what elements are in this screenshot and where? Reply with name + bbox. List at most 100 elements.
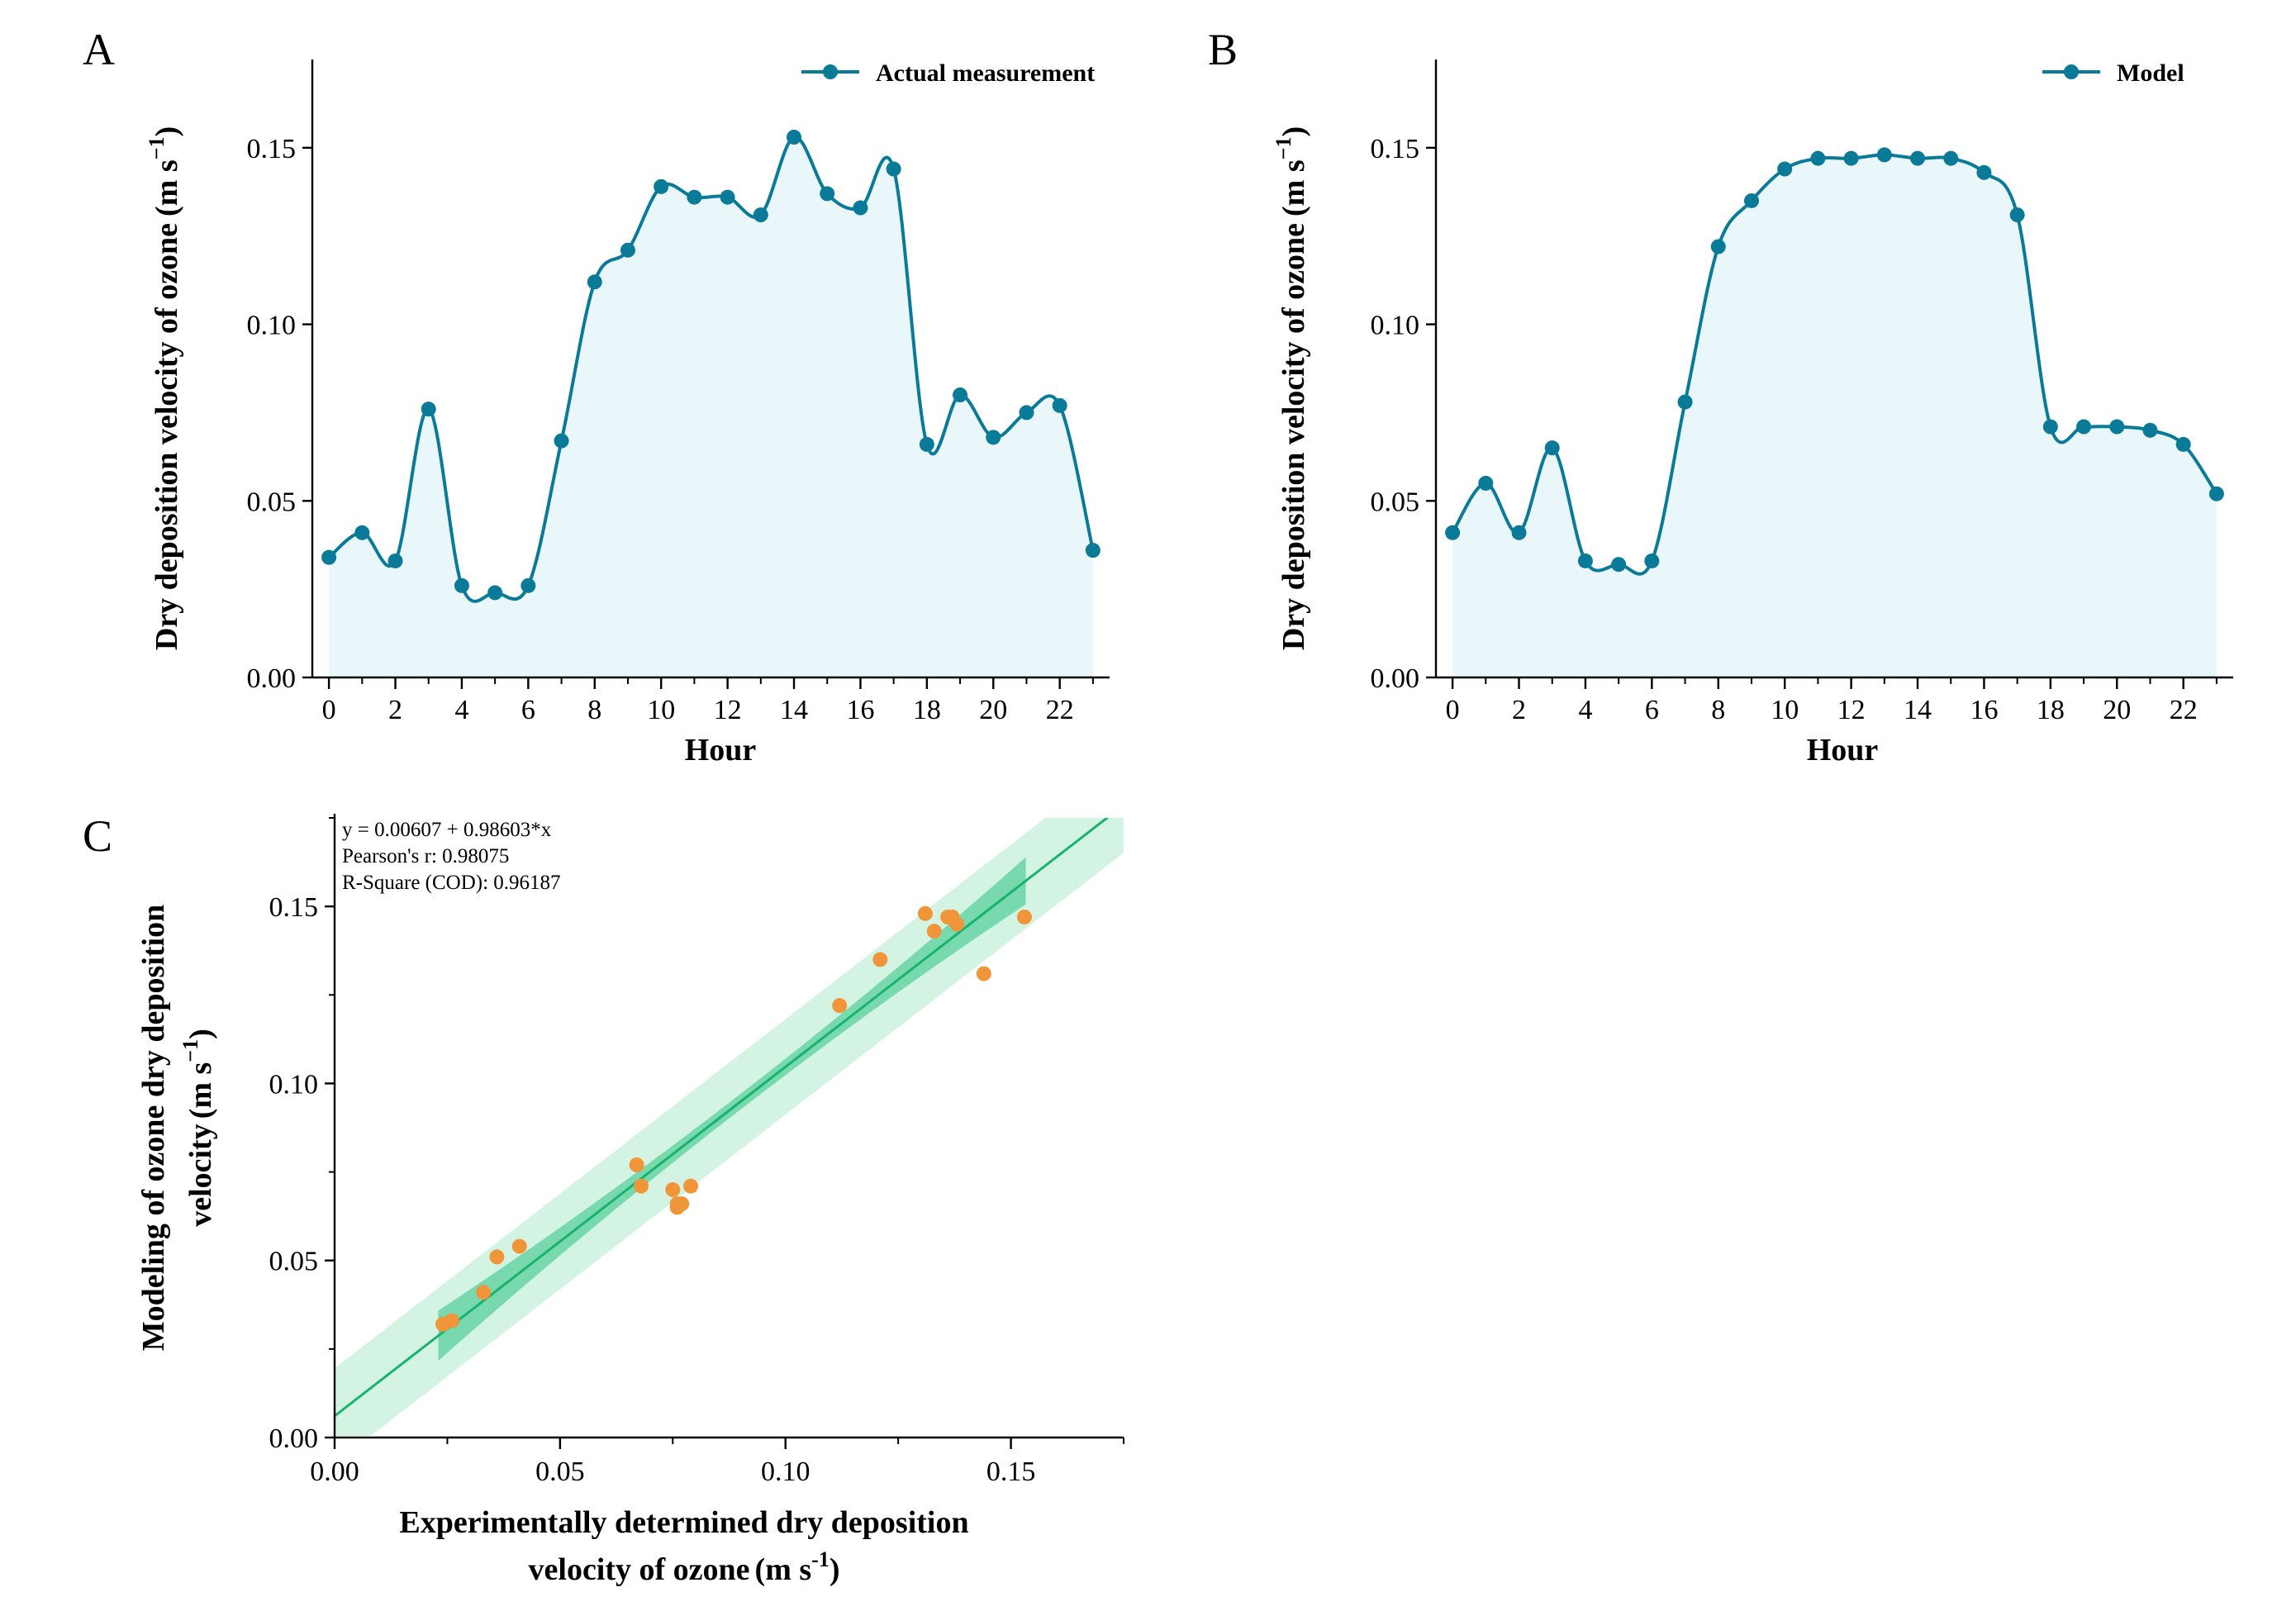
data-point [354,525,370,540]
x-tick-label: 8 [1711,695,1725,725]
panel-b-legend-marker [2064,64,2079,79]
panel-c-x-label-unit: (m s [755,1552,812,1587]
y-tick-label: 0.05 [247,487,297,517]
data-point [2208,486,2224,501]
panel-b-y-label-unit: (m s [1276,159,1311,216]
panel-c-x-ticks: 0.00 0.05 0.10 0.15 [310,1438,1124,1487]
panel-a-y-label: Dry deposition velocity of ozone (m s−1) [145,126,184,650]
x-tick-label: 8 [587,695,601,725]
y-tick-label: 0.15 [1371,134,1420,164]
x-tick-label: 2 [1512,695,1526,725]
panel-c-y-label-line1: Modeling of ozone dry deposition [136,905,171,1351]
x-tick-label: 0.00 [310,1457,359,1487]
data-point [1644,553,1660,568]
y-tick-label: 0.05 [1371,487,1420,517]
data-point [1976,164,1992,180]
panel-c-x-label-line1: Experimentally determined dry deposition [399,1505,968,1540]
x-tick-label: 4 [1578,695,1592,725]
y-tick-label: 0.15 [247,134,297,164]
scatter-point [926,924,942,939]
x-tick-label: 0.10 [761,1457,810,1487]
panel-b-y-label: Dry deposition velocity of ozone (m s−1) [1272,126,1311,650]
scatter-point [872,952,888,967]
data-point [387,553,403,568]
x-tick-label: 12 [1837,695,1866,725]
y-tick-label: 0.10 [247,311,297,341]
data-point [1743,192,1759,208]
x-tick-label: 6 [521,695,535,725]
scatter-point [665,1182,681,1197]
panel-c-x-label-main: velocity of ozone [529,1552,750,1587]
scatter-point [511,1238,527,1254]
x-tick-label: 14 [780,695,808,725]
panel-a: A 0.00 0.05 0.10 0.15 0 2 4 6 8 10 12 14 16 18 20 22 A… [83,25,1110,767]
data-point [454,577,469,593]
panel-a-legend-label: Actual measurement [876,59,1095,87]
panel-a-x-ticks: 0 2 4 6 8 10 12 14 16 18 20 22 [322,677,1074,725]
data-point [886,161,901,177]
data-point [2109,419,2125,435]
y-tick-label: 0.15 [269,892,319,923]
data-point [554,433,569,449]
data-point [654,178,669,194]
data-point [2042,419,2058,435]
data-point [620,242,635,258]
x-tick-label: 22 [2170,695,2198,725]
panel-b-y-label-close: ) [1276,126,1311,137]
panel-a-legend-marker [823,64,838,79]
panel-a-y-label-main: Dry deposition velocity of ozone [150,223,184,650]
data-point [1445,525,1461,540]
y-tick-label: 0.00 [247,663,297,694]
x-tick-label: 0 [322,695,336,725]
panel-a-x-label: Hour [685,733,757,767]
data-point [1511,525,1527,540]
data-point [1611,557,1627,573]
panel-b-plot [1445,147,2224,678]
panel-b-y-label-sup: −1 [1272,137,1295,160]
panel-a-plot [321,130,1100,677]
scatter-point [674,1196,690,1212]
x-tick-label: 18 [2037,695,2065,725]
series-area [1452,154,2217,678]
scatter-point [917,905,933,921]
scatter-point [629,1157,644,1172]
x-tick-label: 18 [913,695,941,725]
fit-line [335,818,1110,1418]
data-point [986,430,1001,445]
panel-a-y-label-unit: (m s [150,159,184,216]
y-tick-label: 0.10 [269,1069,319,1100]
data-point [487,585,503,601]
panel-label-b: B [1208,25,1238,74]
data-point [787,130,802,145]
panel-a-y-ticks: 0.00 0.05 0.10 0.15 [247,134,1094,694]
panel-c-y-label-sup: −1 [178,1039,202,1062]
data-point [853,200,868,216]
panel-c-y-ticks: 0.00 0.05 0.10 0.15 [269,817,335,1454]
data-point [2076,419,2092,435]
data-point [1577,553,1593,568]
x-tick-label: 6 [1645,695,1659,725]
panel-b-y-ticks: 0.00 0.05 0.10 0.15 [1371,134,2218,694]
panel-c-x-label-sup: -1 [811,1547,830,1571]
x-tick-label: 2 [388,695,402,725]
data-point [2009,207,2025,223]
panel-c-y-label-main: velocity [183,1124,218,1227]
scatter-point [634,1178,649,1194]
data-point [2142,422,2158,438]
panel-c-x-label-line2: velocity of ozone (m s-1) [529,1547,840,1587]
y-tick-label: 0.00 [269,1423,319,1454]
panel-a-y-label-sup: −1 [145,137,169,160]
panel-c: C 0.00 0.05 0.10 0.15 0.00 0.05 0.10 0.15 y = … [83,811,1124,1587]
data-point [1777,161,1793,177]
data-point [753,207,768,223]
panel-c-x-label-close: ) [830,1552,840,1587]
panel-b-legend-label: Model [2117,59,2184,87]
y-tick-label: 0.00 [1371,663,1420,694]
x-tick-label: 16 [846,695,874,725]
x-tick-label: 10 [647,695,675,725]
data-point [1943,150,1959,166]
x-tick-label: 16 [1970,695,1998,725]
scatter-point [1016,910,1032,924]
data-point [1019,405,1034,421]
